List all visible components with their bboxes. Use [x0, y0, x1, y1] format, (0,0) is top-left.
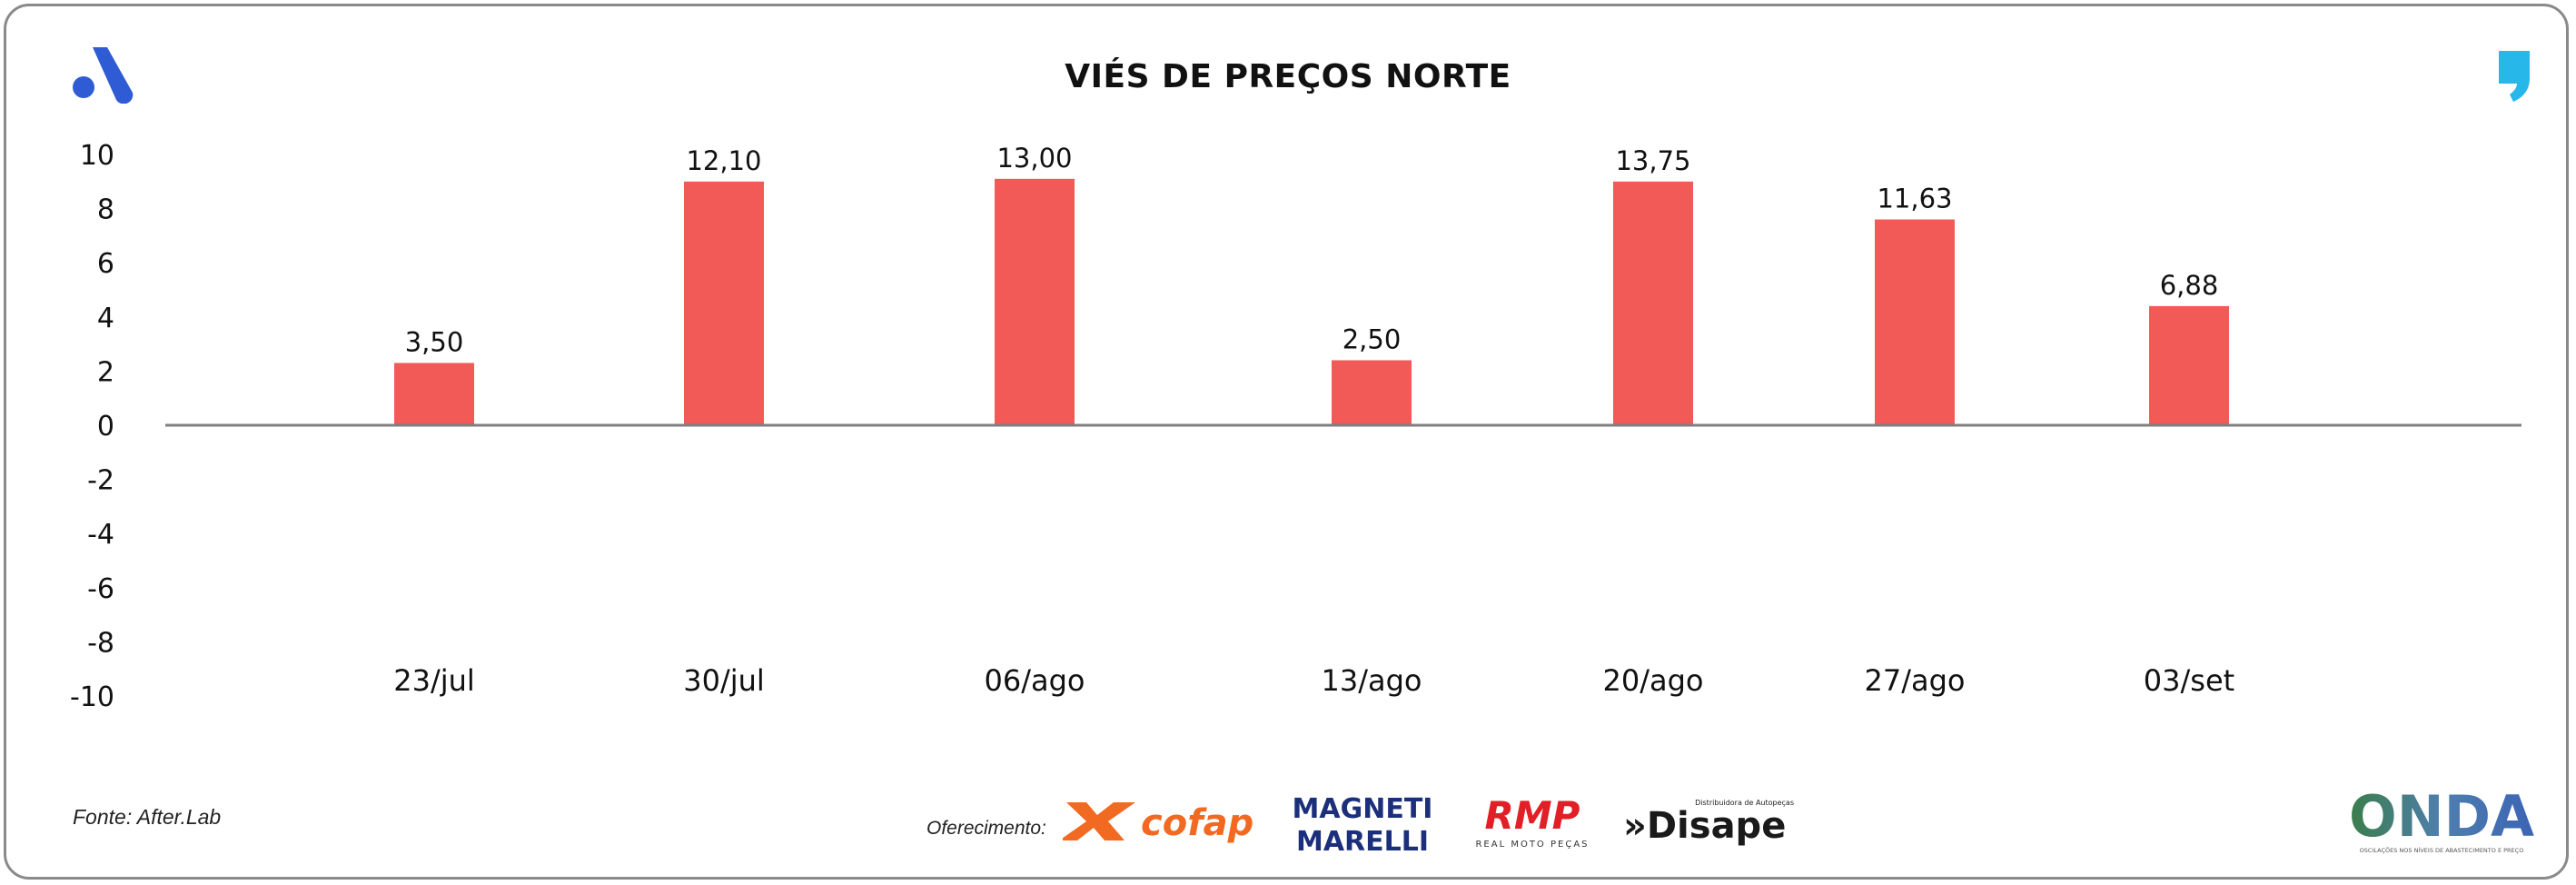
y-tick-label: 6 [97, 248, 114, 280]
y-tick-label: 0 [97, 411, 114, 442]
disape-logo: Distribuidora de Autopeças »Disape [1623, 799, 1794, 847]
bar [1613, 181, 1693, 426]
sponsor-label: Oferecimento: [926, 818, 1046, 839]
bar [2149, 305, 2229, 425]
data-label: 13,00 [996, 143, 1072, 174]
rmp-text: RMP [1485, 793, 1580, 838]
onda-text: ONDA [2349, 785, 2534, 850]
onda-subtext: OSCILAÇÕES NOS NÍVEIS DE ABASTECIMENTO E… [2360, 846, 2524, 854]
y-tick-label: 10 [80, 140, 114, 172]
source-note: Fonte: After.Lab [73, 805, 222, 829]
x-tick-label: 03/set [2144, 663, 2234, 698]
y-tick-label: -6 [87, 573, 114, 605]
y-tick-label: -4 [87, 519, 114, 551]
x-tick-label: 20/ago [1603, 663, 1704, 698]
bar [1332, 360, 1412, 425]
magneti-line2: MARELLI [1296, 826, 1429, 857]
x-tick-label: 27/ago [1865, 663, 1966, 698]
cofap-text: cofap [1141, 802, 1253, 844]
brand-logo-icon [73, 47, 134, 104]
comma-logo-icon [2499, 51, 2530, 102]
disape-text: »Disape [1623, 805, 1786, 847]
data-label: 6,88 [2160, 270, 2219, 301]
y-tick-label: -10 [70, 681, 114, 713]
x-tick-label: 23/jul [393, 663, 475, 698]
y-tick-label: 8 [97, 194, 114, 226]
y-tick-label: -8 [87, 627, 114, 659]
y-tick-label: 2 [97, 356, 114, 388]
x-tick-label: 13/ago [1322, 663, 1422, 698]
disape-subtext: Distribuidora de Autopeças [1695, 799, 1794, 807]
rmp-logo: RMP REAL MOTO PEÇAS [1475, 793, 1589, 850]
data-label: 2,50 [1342, 323, 1402, 354]
chart-title: VIÉS DE PREÇOS NORTE [1065, 58, 1511, 95]
y-tick-label: -2 [87, 465, 114, 497]
bar [995, 178, 1075, 425]
x-tick-label: 06/ago [985, 663, 1085, 698]
data-label: 11,63 [1877, 184, 1952, 214]
magneti-line1: MAGNETI [1294, 793, 1431, 825]
chart-frame [4, 4, 2569, 880]
onda-logo: ONDA OSCILAÇÕES NOS NÍVEIS DE ABASTECIME… [2349, 785, 2534, 854]
data-label: 3,50 [405, 326, 464, 357]
cofap-logo: cofap [1063, 802, 1253, 844]
x-tick-label: 30/jul [683, 663, 765, 698]
data-label: 13,75 [1615, 145, 1690, 176]
y-tick-label: 4 [97, 303, 114, 334]
rmp-subtext: REAL MOTO PEÇAS [1475, 840, 1589, 850]
bar [684, 181, 764, 426]
magneti-marelli-logo: MAGNETI MARELLI [1294, 793, 1431, 857]
bar [1875, 219, 1955, 425]
data-label: 12,10 [686, 145, 761, 176]
bar [394, 363, 474, 425]
